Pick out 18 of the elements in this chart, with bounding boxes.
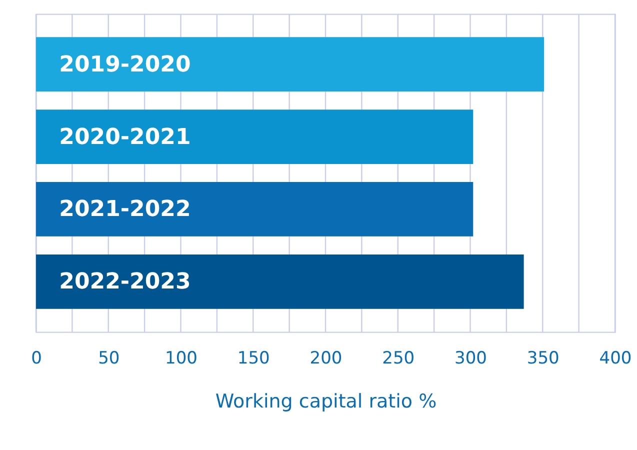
x-tick-label: 100 — [165, 348, 198, 368]
y-tick-label: 2021-2022 — [59, 197, 191, 222]
x-tick-label: 200 — [310, 348, 342, 368]
y-tick-label: 2020-2021 — [59, 124, 191, 150]
bar — [36, 110, 474, 164]
y-tick-label: 2019-2020 — [59, 52, 191, 78]
y-tick-label: 2022-2023 — [59, 270, 191, 295]
x-tick-label: 300 — [454, 348, 487, 368]
x-tick-label: 350 — [526, 348, 560, 368]
x-tick-label: 150 — [237, 348, 270, 368]
x-tick-label: 400 — [599, 348, 632, 368]
bar — [36, 37, 544, 92]
x-tick-label: 50 — [98, 348, 120, 368]
bar — [36, 182, 474, 236]
x-tick-label: 0 — [31, 348, 42, 368]
x-axis-title: Working capital ratio % — [215, 390, 437, 412]
x-tick-label: 250 — [382, 348, 415, 368]
bar — [36, 254, 524, 309]
